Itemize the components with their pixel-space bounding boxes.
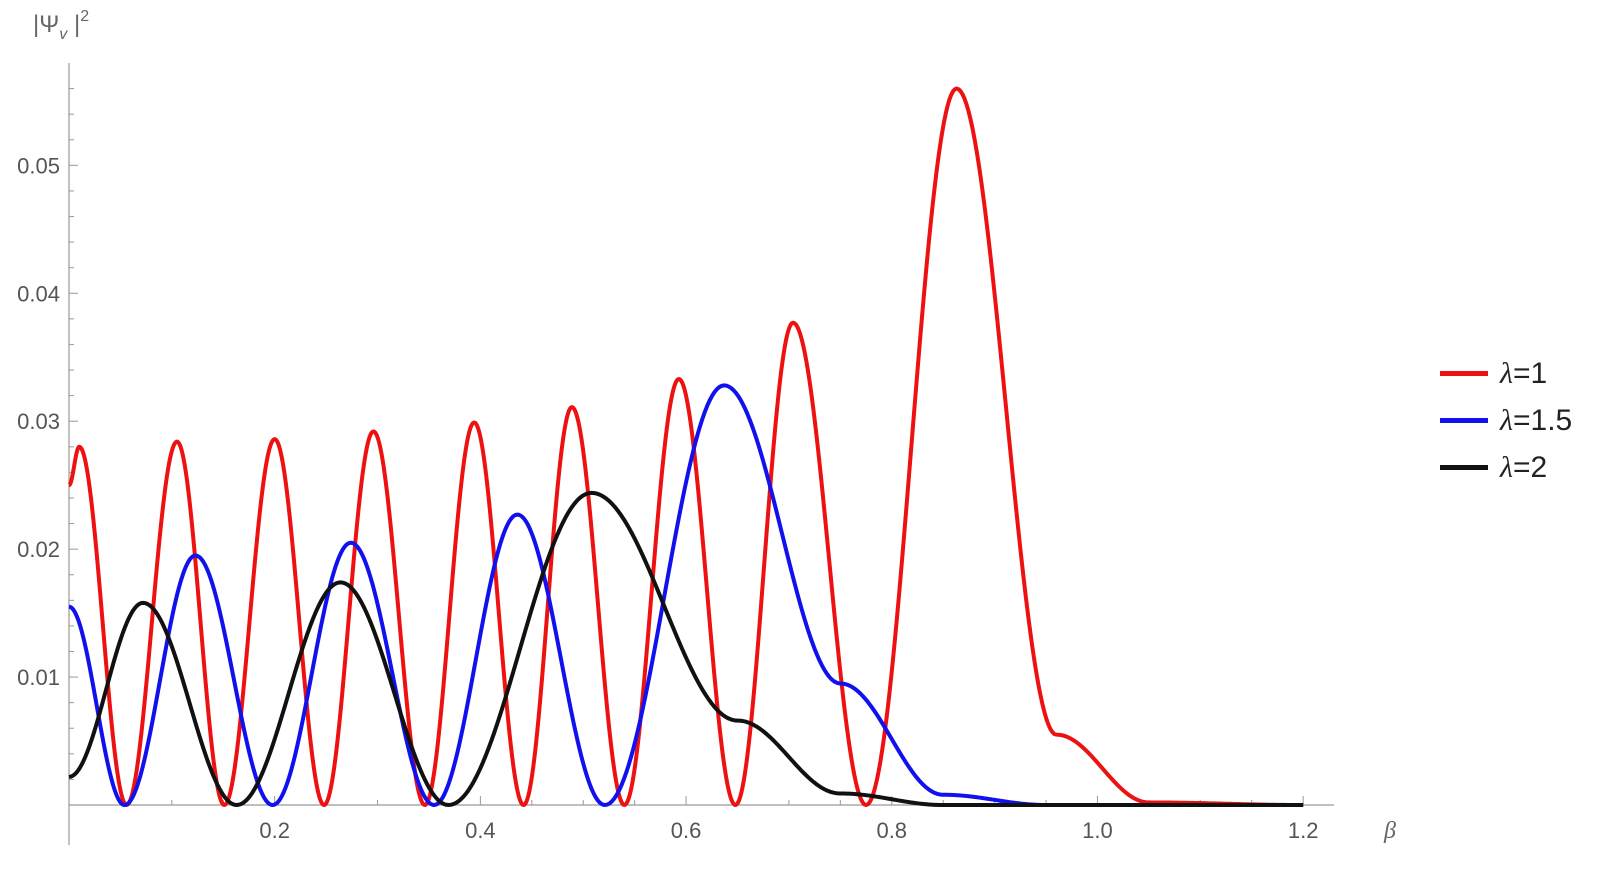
legend-lambda-symbol: λ (1500, 403, 1513, 437)
legend-lambda-symbol: λ (1500, 356, 1513, 390)
x-tick-label: 1.2 (1288, 818, 1319, 843)
x-tick-label: 0.8 (876, 818, 907, 843)
y-tick-label: 0.03 (17, 409, 60, 434)
x-tick-label: 0.6 (671, 818, 702, 843)
legend-item-1: λ=1 (1440, 350, 1572, 397)
legend-swatch (1440, 371, 1488, 376)
y-tick-label: 0.04 (17, 281, 60, 306)
legend-label: λ=2 (1500, 451, 1547, 485)
x-axis-label: β (1383, 818, 1396, 844)
y-tick-label: 0.05 (17, 153, 60, 178)
series-group (67, 86, 1304, 807)
x-tick-label: 1.0 (1082, 818, 1113, 843)
legend-value: =2 (1513, 450, 1548, 484)
legend-swatch (1440, 465, 1488, 470)
axes (68, 63, 1334, 845)
y-axis-label: |Ψv |2 (33, 8, 89, 43)
tick-group: 0.2 0.4 0.6 0.8 1.0 1.2 0.01 0.02 0.03 0.04 0.05 (17, 88, 1319, 843)
legend-lambda-symbol: λ (1500, 450, 1513, 484)
y-tick-label: 0.02 (17, 537, 60, 562)
legend-item-3: λ=2 (1440, 444, 1572, 491)
legend-item-2: λ=1.5 (1440, 397, 1572, 444)
series-line-3 (68, 490, 1304, 807)
legend-label: λ=1 (1500, 357, 1547, 391)
x-tick-label: 0.4 (465, 818, 496, 843)
legend-label: λ=1.5 (1500, 404, 1572, 438)
series-line-2 (68, 383, 1304, 807)
legend-swatch (1440, 418, 1488, 423)
series-line-1 (67, 86, 1304, 807)
legend: λ=1 λ=1.5 λ=2 (1440, 350, 1572, 491)
legend-value: =1 (1513, 356, 1548, 390)
y-axis-label-subscript: v (59, 26, 68, 43)
x-tick-label: 0.2 (259, 818, 290, 843)
legend-value: =1.5 (1513, 403, 1573, 437)
y-tick-label: 0.01 (17, 665, 60, 690)
